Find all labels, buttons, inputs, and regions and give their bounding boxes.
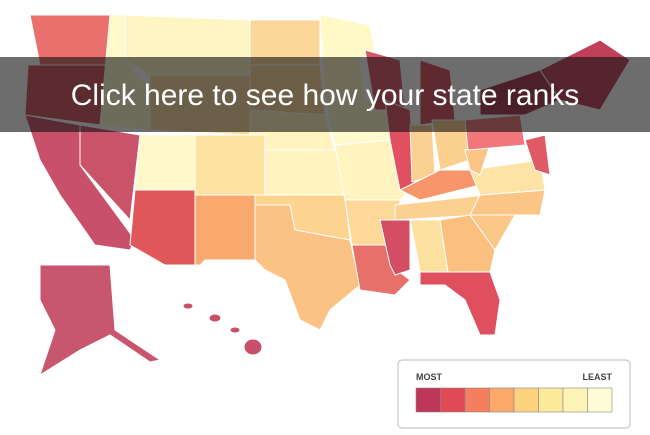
state[interactable] bbox=[182, 302, 194, 310]
legend-swatch bbox=[587, 387, 613, 413]
legend-swatch bbox=[440, 387, 466, 413]
state[interactable] bbox=[524, 134, 551, 176]
legend-swatch bbox=[464, 387, 490, 413]
state[interactable] bbox=[254, 204, 361, 331]
banner-text[interactable]: Click here to see how your state ranks bbox=[71, 79, 580, 112]
state[interactable] bbox=[134, 134, 196, 191]
state[interactable] bbox=[264, 149, 346, 196]
legend-swatch bbox=[415, 387, 441, 413]
legend-least: LEAST bbox=[582, 372, 612, 382]
legend-swatch bbox=[538, 387, 564, 413]
state[interactable] bbox=[439, 214, 496, 273]
legend-most: MOST bbox=[416, 372, 443, 382]
state[interactable] bbox=[469, 159, 546, 196]
state[interactable] bbox=[208, 313, 222, 323]
state[interactable] bbox=[194, 134, 266, 196]
state[interactable] bbox=[334, 139, 411, 201]
state[interactable] bbox=[379, 219, 411, 276]
state[interactable] bbox=[419, 271, 501, 336]
banner-background[interactable] bbox=[0, 57, 650, 132]
state[interactable] bbox=[129, 189, 196, 266]
legend-swatch bbox=[562, 387, 588, 413]
banner[interactable]: Click here to see how your state ranks bbox=[0, 57, 650, 132]
state[interactable] bbox=[39, 264, 162, 377]
legend: MOST LEAST bbox=[397, 359, 631, 429]
legend-swatch bbox=[489, 387, 515, 413]
state[interactable] bbox=[243, 338, 263, 356]
state[interactable] bbox=[194, 194, 256, 266]
state[interactable] bbox=[229, 326, 241, 334]
legend-swatch bbox=[513, 387, 539, 413]
state[interactable] bbox=[409, 124, 436, 183]
